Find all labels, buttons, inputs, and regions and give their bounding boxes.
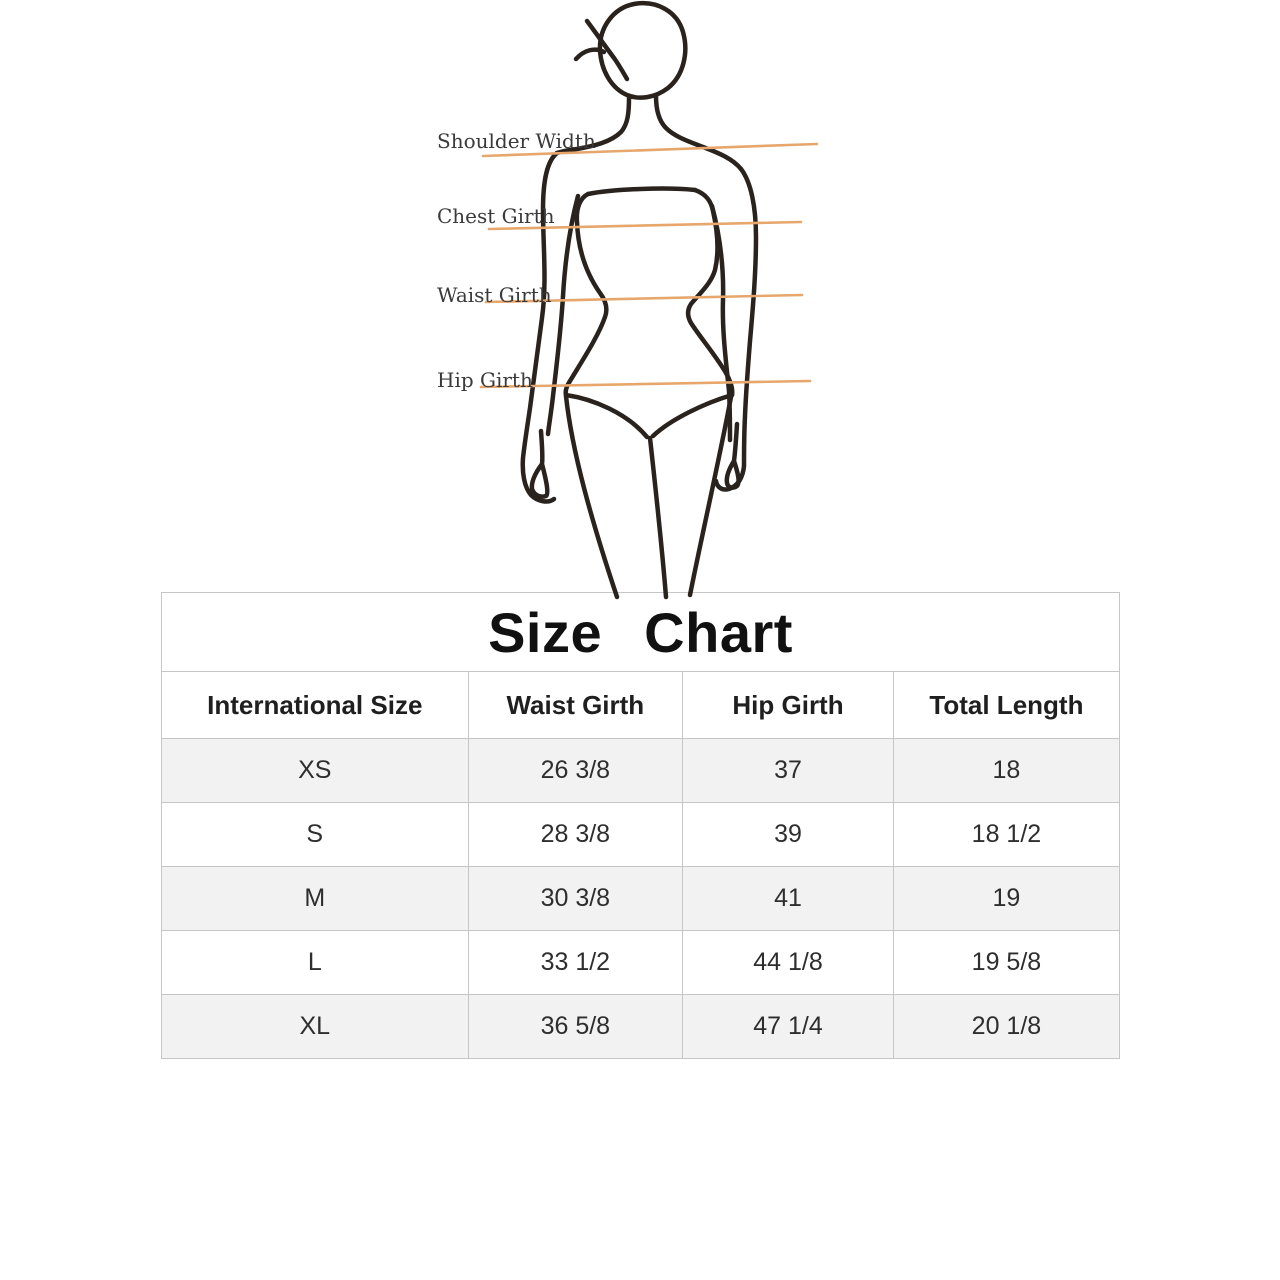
hip-girth-cell: 44 1/8 xyxy=(682,930,894,995)
size-cell: L xyxy=(161,930,469,995)
column-header-international-size: International Size xyxy=(161,671,469,739)
body-measurement-diagram xyxy=(479,0,819,600)
waist-girth-label: Waist Girth xyxy=(437,283,552,307)
table-header-row: International Size Waist Girth Hip Girth… xyxy=(161,671,1121,739)
figure-outline xyxy=(520,0,759,600)
size-cell: XL xyxy=(161,994,469,1059)
waist-girth-cell: 26 3/8 xyxy=(467,738,684,803)
torso-right xyxy=(685,187,735,398)
shoulder-width-label: Shoulder Width xyxy=(437,129,596,153)
table-row-s: S 28 3/8 39 18 1/2 xyxy=(161,802,1121,867)
chest-top-line xyxy=(585,186,698,197)
size-cell: XS xyxy=(161,738,469,803)
total-length-cell: 20 1/8 xyxy=(892,994,1121,1059)
hip-girth-cell: 37 xyxy=(682,738,894,803)
hand-left xyxy=(529,428,550,499)
arm-left-inner xyxy=(545,193,581,437)
table-row-m: M 30 3/8 41 19 xyxy=(161,866,1121,931)
head-outline xyxy=(597,0,688,100)
bikini-left xyxy=(563,392,650,440)
waist-girth-cell: 33 1/2 xyxy=(467,930,684,995)
torso-left xyxy=(563,191,609,398)
hair-curl xyxy=(573,47,607,62)
waist-girth-cell: 28 3/8 xyxy=(467,802,684,867)
arm-right-outer xyxy=(713,166,759,492)
leg-left-outer xyxy=(563,393,620,600)
hip-girth-cell: 47 1/4 xyxy=(682,994,894,1059)
leg-inner xyxy=(647,435,669,600)
hip-girth-label: Hip Girth xyxy=(437,368,533,392)
hand-right xyxy=(724,421,741,490)
waist-girth-cell: 36 5/8 xyxy=(467,994,684,1059)
size-cell: S xyxy=(161,802,469,867)
bikini-right xyxy=(650,392,735,439)
table-row-xl: XL 36 5/8 47 1/4 20 1/8 xyxy=(161,994,1121,1059)
table-row-xs: XS 26 3/8 37 18 xyxy=(161,738,1121,803)
column-header-hip-girth: Hip Girth xyxy=(682,671,894,739)
table-title-row: Size Chart xyxy=(161,592,1120,672)
measurement-lines xyxy=(479,142,819,389)
size-chart-table: Size Chart International Size Waist Girt… xyxy=(161,592,1121,1059)
chest-girth-label: Chest Girth xyxy=(437,204,555,228)
total-length-cell: 19 xyxy=(892,866,1121,931)
size-cell: M xyxy=(161,866,469,931)
table-title: Size Chart xyxy=(161,592,1120,672)
neck-right xyxy=(653,93,744,172)
leg-right-outer xyxy=(687,394,734,598)
hip-girth-cell: 41 xyxy=(682,866,894,931)
total-length-cell: 18 xyxy=(892,738,1121,803)
column-header-waist-girth: Waist Girth xyxy=(467,671,684,739)
table-row-l: L 33 1/2 44 1/8 19 5/8 xyxy=(161,930,1121,995)
hair-strand xyxy=(584,18,630,82)
total-length-cell: 18 1/2 xyxy=(892,802,1121,867)
arm-right-inner xyxy=(709,203,733,443)
hip-girth-cell: 39 xyxy=(682,802,894,867)
waist-girth-cell: 30 3/8 xyxy=(467,866,684,931)
column-header-total-length: Total Length xyxy=(892,671,1121,739)
total-length-cell: 19 5/8 xyxy=(892,930,1121,995)
